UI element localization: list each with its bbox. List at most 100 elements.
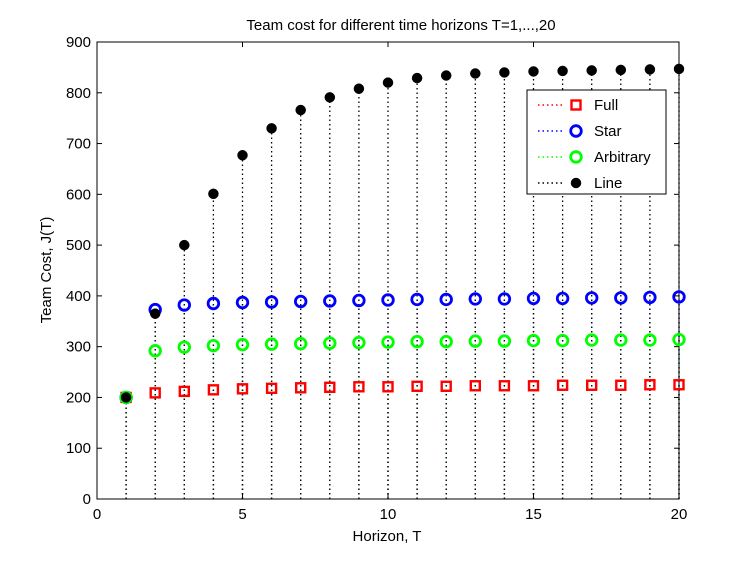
point-full bbox=[149, 387, 161, 399]
point-full bbox=[353, 381, 365, 393]
point-arbitrary bbox=[526, 333, 541, 348]
point-star bbox=[614, 291, 628, 305]
point-arbitrary bbox=[410, 334, 424, 349]
point-line bbox=[557, 65, 568, 77]
point-full bbox=[265, 382, 278, 395]
point-star bbox=[410, 292, 424, 307]
point-line bbox=[615, 64, 627, 76]
point-line bbox=[440, 70, 452, 81]
point-full bbox=[527, 380, 540, 392]
legend-label-line: Line bbox=[594, 175, 622, 192]
point-line bbox=[149, 308, 161, 319]
point-star bbox=[177, 298, 192, 312]
point-arbitrary bbox=[177, 340, 192, 354]
point-line bbox=[324, 92, 336, 103]
point-arbitrary bbox=[381, 335, 395, 349]
legend-marker-arbitrary bbox=[569, 150, 583, 164]
y-tick-label: 100 bbox=[66, 440, 91, 457]
point-arbitrary bbox=[148, 344, 162, 358]
x-axis-ticks: 0 5 10 15 20 bbox=[93, 42, 688, 523]
point-line bbox=[382, 77, 394, 88]
point-arbitrary bbox=[585, 333, 599, 347]
point-star bbox=[352, 293, 366, 308]
legend-label-star: Star bbox=[594, 123, 622, 140]
point-arbitrary bbox=[352, 335, 366, 350]
point-line bbox=[208, 188, 219, 200]
point-star bbox=[439, 292, 453, 307]
point-arbitrary bbox=[468, 334, 483, 348]
point-arbitrary bbox=[206, 338, 221, 353]
point-line bbox=[470, 68, 481, 79]
chart-title: Team cost for different time horizons T=… bbox=[246, 17, 555, 34]
y-tick-label: 800 bbox=[66, 85, 91, 102]
point-star bbox=[672, 290, 686, 304]
point-full bbox=[673, 379, 685, 391]
point-star bbox=[294, 294, 308, 309]
point-star bbox=[323, 294, 337, 308]
point-line bbox=[673, 63, 685, 75]
point-arbitrary bbox=[672, 332, 686, 347]
stems-layer bbox=[125, 68, 680, 499]
y-tick-label: 0 bbox=[83, 491, 91, 508]
point-full bbox=[178, 385, 191, 398]
point-star bbox=[235, 295, 250, 310]
x-tick-label: 15 bbox=[525, 506, 542, 523]
point-line bbox=[266, 123, 277, 134]
point-star bbox=[585, 291, 599, 305]
point-full bbox=[586, 379, 598, 391]
point-full bbox=[411, 380, 423, 392]
y-tick-label: 400 bbox=[66, 288, 91, 305]
y-axis-label: Team Cost, J(T) bbox=[38, 217, 55, 324]
point-arbitrary bbox=[555, 333, 570, 348]
point-star bbox=[381, 293, 395, 307]
point-full bbox=[382, 381, 394, 393]
point-arbitrary bbox=[643, 333, 657, 347]
point-line bbox=[586, 65, 597, 76]
point-star bbox=[643, 290, 657, 305]
point-star bbox=[206, 296, 221, 311]
point-star bbox=[468, 292, 483, 306]
point-full bbox=[469, 380, 481, 392]
y-tick-label: 500 bbox=[66, 237, 91, 254]
y-axis-ticks: 0 100 200 300 400 500 600 700 800 900 bbox=[66, 34, 679, 508]
x-tick-label: 20 bbox=[671, 506, 688, 523]
point-line bbox=[120, 392, 132, 403]
point-line bbox=[237, 149, 248, 161]
point-arbitrary bbox=[439, 334, 453, 349]
point-full bbox=[644, 379, 656, 391]
x-axis-label: Horizon, T bbox=[353, 528, 422, 545]
legend-label-full: Full bbox=[594, 97, 618, 114]
point-full bbox=[236, 383, 249, 395]
point-full bbox=[207, 384, 220, 396]
legend-marker-line bbox=[570, 177, 582, 189]
point-arbitrary bbox=[119, 390, 133, 405]
point-full bbox=[295, 382, 307, 394]
point-star bbox=[264, 295, 279, 309]
point-line bbox=[295, 104, 306, 116]
point-star bbox=[526, 291, 541, 306]
point-full bbox=[615, 379, 627, 391]
x-tick-label: 5 bbox=[238, 506, 246, 523]
point-full bbox=[440, 380, 452, 392]
point-star bbox=[555, 291, 570, 306]
markers-layer bbox=[119, 63, 686, 405]
point-arbitrary bbox=[264, 337, 279, 351]
y-tick-label: 900 bbox=[66, 34, 91, 51]
y-tick-label: 200 bbox=[66, 389, 91, 406]
point-line bbox=[644, 64, 656, 75]
y-tick-label: 300 bbox=[66, 339, 91, 356]
point-full bbox=[498, 380, 511, 392]
point-full bbox=[324, 381, 336, 393]
point-line bbox=[411, 72, 423, 84]
legend-marker-full bbox=[570, 99, 582, 111]
point-arbitrary bbox=[235, 337, 250, 352]
y-tick-label: 700 bbox=[66, 136, 91, 153]
legend-box bbox=[526, 89, 667, 195]
x-tick-label: 0 bbox=[93, 506, 101, 523]
point-arbitrary bbox=[323, 336, 337, 350]
point-arbitrary bbox=[497, 334, 512, 348]
point-arbitrary bbox=[294, 336, 308, 351]
point-full bbox=[556, 379, 569, 391]
legend-label-arbitrary: Arbitrary bbox=[594, 149, 651, 166]
